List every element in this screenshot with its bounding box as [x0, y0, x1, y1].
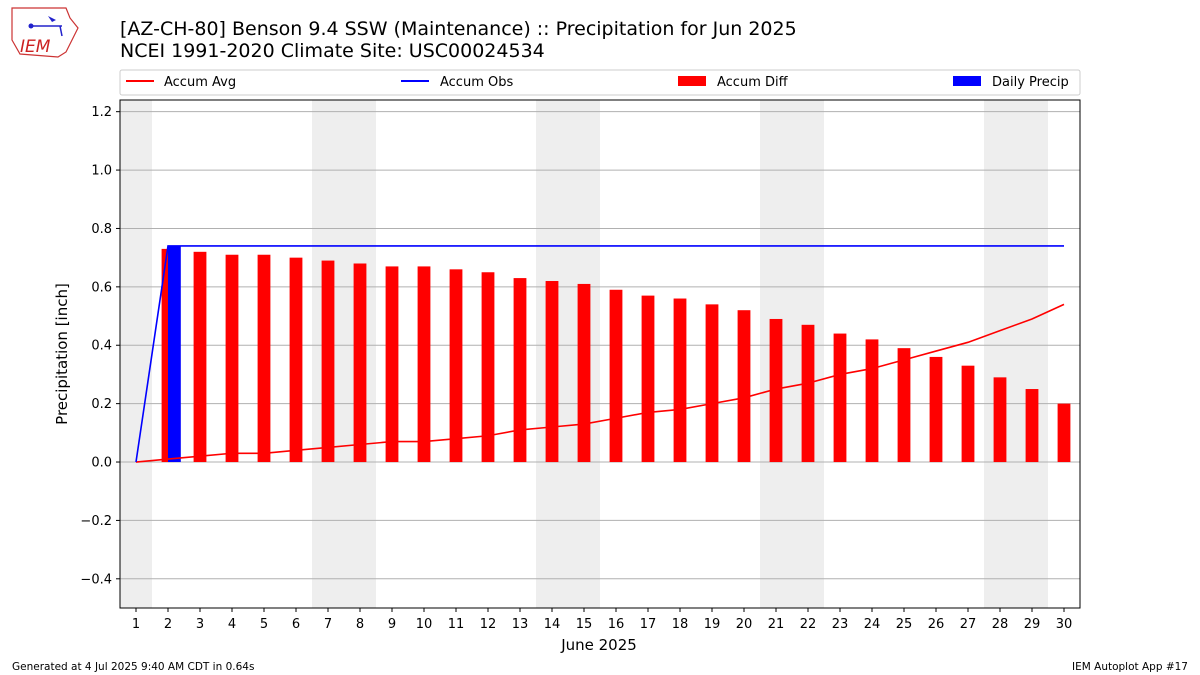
x-tick-label: 15	[576, 617, 593, 632]
accum-diff-bar	[225, 254, 239, 463]
x-tick-label: 5	[260, 617, 268, 632]
accum-diff-bar	[705, 304, 719, 463]
accum-diff-bar	[609, 289, 623, 463]
legend-daily-swatch	[953, 76, 981, 86]
y-tick-label: 1.2	[91, 105, 112, 120]
accum-diff-bar	[289, 257, 303, 463]
accum-diff-bar	[321, 260, 335, 463]
y-tick-label: −0.4	[80, 572, 112, 587]
x-tick-label: 17	[640, 617, 657, 632]
accum-diff-bar	[353, 263, 367, 463]
accum-obs-line	[135, 245, 1064, 463]
legend-diff-label: Accum Diff	[717, 75, 789, 90]
logo-text: IEM	[20, 37, 51, 57]
x-tick-label: 3	[196, 617, 204, 632]
legend-daily-label: Daily Precip	[992, 75, 1069, 90]
accum-avg-line	[135, 303, 1065, 463]
y-axis-ticks: −0.4 −0.2 0.0 0.2 0.4 0.6 0.8 1.0 1.2	[80, 105, 120, 587]
x-tick-label: 30	[1056, 617, 1073, 632]
accum-diff-bar	[961, 365, 975, 463]
iem-logo: IEM	[11, 7, 79, 58]
accum-diff-bar	[1057, 403, 1071, 463]
accum-diff-bar	[865, 339, 879, 463]
x-tick-label: 13	[512, 617, 529, 632]
legend-diff-swatch	[678, 76, 706, 86]
x-tick-label: 10	[416, 617, 433, 632]
legend-obs-label: Accum Obs	[440, 75, 513, 90]
accum-diff-bar	[449, 269, 463, 463]
plot-frame	[119, 99, 1081, 609]
accum-diff-bar	[769, 318, 783, 463]
x-axis-ticks: 1 2 3 4 5 6 7 8 9 10 11 12 13 14 15 16 17 18 19 20 21 22 23 24 2…	[132, 608, 1072, 632]
footer-app: IEM Autoplot App #17	[1072, 661, 1188, 673]
x-tick-label: 2	[164, 617, 172, 632]
x-tick-label: 18	[672, 617, 689, 632]
x-tick-label: 21	[768, 617, 785, 632]
x-tick-label: 6	[292, 617, 300, 632]
lines	[135, 245, 1065, 463]
accum-diff-bar	[929, 356, 943, 463]
y-axis-label: Precipitation [inch]	[53, 283, 71, 425]
accum-diff-bar	[481, 272, 495, 463]
y-tick-label: 0.8	[91, 222, 112, 237]
x-tick-label: 4	[228, 617, 236, 632]
accum-diff-bar	[513, 278, 527, 463]
x-tick-label: 11	[448, 617, 465, 632]
accum-diff-bar	[801, 324, 815, 463]
accum-diff-bar	[577, 283, 591, 463]
x-tick-label: 20	[736, 617, 753, 632]
y-tick-label: 0.2	[91, 397, 112, 412]
x-tick-label: 14	[544, 617, 561, 632]
x-tick-label: 29	[1024, 617, 1041, 632]
x-tick-label: 8	[356, 617, 364, 632]
x-tick-label: 24	[864, 617, 881, 632]
legend: Accum Avg Accum Obs Accum Diff Daily Pre…	[119, 69, 1081, 96]
x-tick-label: 12	[480, 617, 497, 632]
y-tick-label: 1.0	[91, 164, 112, 179]
footer-generated: Generated at 4 Jul 2025 9:40 AM CDT in 0…	[12, 661, 254, 673]
x-tick-label: 7	[324, 617, 332, 632]
accum-diff-bar	[385, 266, 399, 463]
weekend-shade	[120, 100, 152, 608]
x-tick-label: 9	[388, 617, 396, 632]
y-tick-label: 0.6	[91, 280, 112, 295]
weekend-shade	[984, 100, 1048, 608]
daily-precip-bar	[168, 245, 181, 463]
x-tick-label: 19	[704, 617, 721, 632]
accum-diff-bar	[897, 348, 911, 463]
accum-diff-bar	[193, 251, 207, 463]
x-tick-label: 28	[992, 617, 1009, 632]
x-tick-label: 25	[896, 617, 913, 632]
accum-diff-bar	[545, 281, 559, 463]
x-tick-label: 27	[960, 617, 977, 632]
x-tick-label: 23	[832, 617, 849, 632]
accum-diff-bar	[993, 377, 1007, 463]
accum-diff-bar	[737, 310, 751, 463]
bars	[161, 245, 1071, 463]
x-tick-label: 1	[132, 617, 140, 632]
accum-diff-bar	[833, 333, 847, 463]
y-tick-label: −0.2	[80, 514, 112, 529]
chart-subtitle: NCEI 1991-2020 Climate Site: USC00024534	[120, 40, 545, 62]
x-tick-label: 16	[608, 617, 625, 632]
accum-diff-bar	[673, 298, 687, 463]
accum-diff-bar	[641, 295, 655, 463]
chart-title: [AZ-CH-80] Benson 9.4 SSW (Maintenance) …	[120, 18, 797, 40]
accum-diff-bar	[417, 266, 431, 463]
x-tick-label: 26	[928, 617, 945, 632]
x-tick-label: 22	[800, 617, 817, 632]
legend-avg-label: Accum Avg	[164, 75, 236, 90]
y-tick-label: 0.4	[91, 339, 112, 354]
x-axis-label: June 2025	[560, 636, 637, 654]
accum-diff-bar	[257, 254, 271, 463]
accum-diff-bar	[1025, 389, 1039, 463]
y-tick-label: 0.0	[91, 456, 112, 471]
grid-lines	[120, 111, 1080, 580]
